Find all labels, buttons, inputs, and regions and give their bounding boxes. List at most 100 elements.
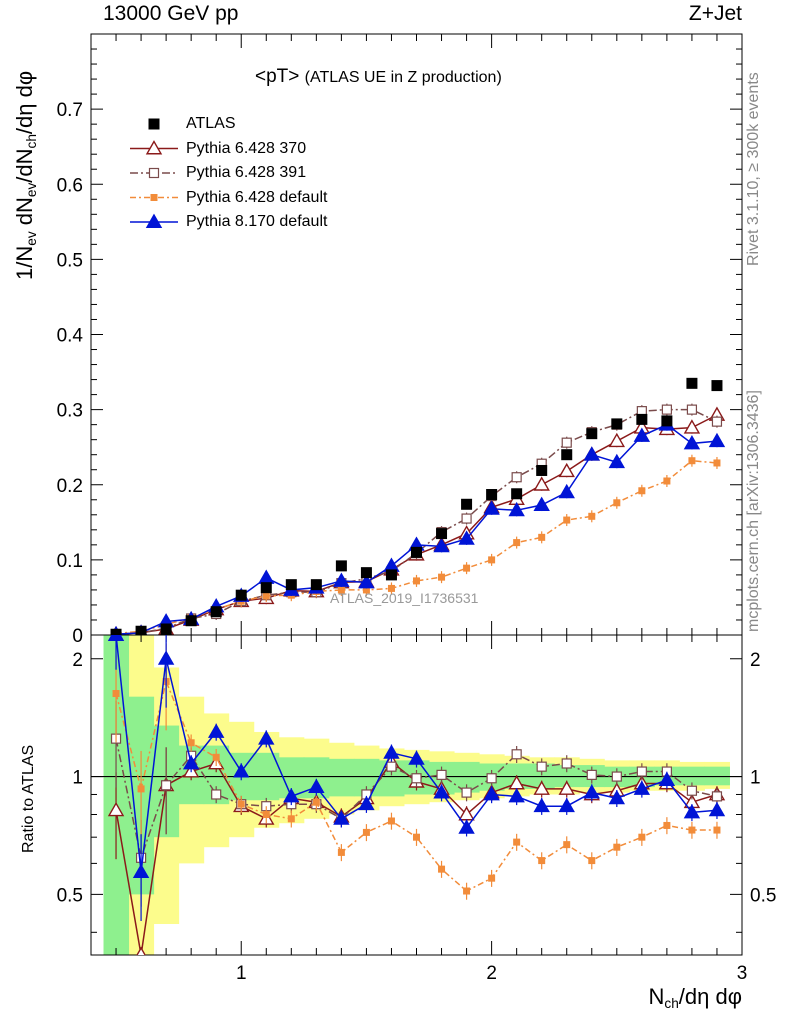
data-point [137, 785, 145, 793]
data-point [458, 530, 475, 545]
data-point [711, 416, 723, 427]
data-point [337, 848, 345, 856]
data-point [308, 778, 325, 794]
data-point [563, 841, 571, 849]
data-point [508, 501, 525, 517]
x-axis-label: Nch/dη dφ [648, 984, 742, 1011]
data-point [688, 457, 696, 465]
header-process-label: Z+Jet [688, 2, 742, 25]
data-point [461, 513, 472, 524]
y-tick-label: 0.4 [57, 326, 84, 347]
data-point [588, 512, 596, 520]
data-point [683, 435, 701, 450]
legend-label: Pythia 8.170 default [186, 213, 328, 231]
y-tick-label: 1 [750, 768, 761, 789]
data-point [563, 516, 571, 524]
data-point [586, 428, 598, 440]
data-point [711, 380, 723, 392]
data-point [335, 560, 347, 572]
data-point [608, 789, 626, 805]
data-point [713, 826, 721, 834]
data-point [561, 437, 572, 448]
x-tick-label: 3 [737, 963, 748, 984]
data-point [262, 592, 270, 600]
data-point [711, 791, 723, 802]
data-point [187, 739, 195, 747]
data-point [611, 418, 623, 430]
data-point [558, 780, 575, 795]
data-point [638, 487, 646, 495]
data-point [358, 574, 375, 589]
data-point [135, 625, 147, 637]
rivet-version-label: Rivet 3.1.10, ≥ 300k events [745, 72, 762, 266]
data-point [633, 780, 651, 795]
data-point [285, 579, 297, 591]
legend-marker [145, 140, 163, 155]
data-point [333, 810, 350, 825]
legend: ATLAS Pythia 6.428 370 Pythia 6.428 391 … [130, 112, 327, 235]
data-point [613, 499, 621, 507]
y-tick-label: 0.5 [750, 885, 776, 906]
data-point [413, 577, 420, 585]
data-point [633, 427, 651, 442]
legend-marker [150, 194, 158, 201]
legend-markers [130, 118, 178, 228]
data-point [436, 769, 447, 780]
main-panel: 0 0.1 0.2 0.3 0.4 0.5 0.6 0.7 [57, 33, 743, 647]
data-point [688, 826, 696, 834]
data-point [558, 483, 575, 499]
y-tick-label: 1 [72, 768, 83, 789]
data-point [132, 863, 150, 879]
data-point [708, 801, 726, 817]
y-tick-label: 0 [72, 626, 83, 647]
data-point [211, 789, 222, 800]
data-point [608, 453, 626, 469]
data-point [235, 589, 247, 601]
data-point [433, 537, 450, 553]
data-point [638, 833, 646, 841]
legend-marker [145, 213, 163, 228]
data-point [488, 556, 496, 564]
data-point [683, 419, 701, 434]
data-point [438, 865, 446, 873]
data-point [513, 838, 521, 846]
series-pythia-8-170-default [107, 416, 726, 641]
data-point [182, 755, 200, 770]
data-point [663, 821, 671, 829]
data-point [112, 690, 120, 698]
legend-label: Pythia 6.428 370 [186, 139, 307, 157]
y-tick-label: 0.6 [57, 175, 83, 196]
data-point [157, 650, 175, 665]
series-atlas [110, 377, 723, 640]
y-tick-label: 2 [72, 650, 83, 671]
data-point [611, 771, 622, 782]
analysis-watermark: ATLAS_2019_I1736531 [330, 590, 479, 606]
data-point [513, 539, 521, 547]
ratio-pythia-8-170-default [107, 635, 726, 922]
data-point [536, 761, 547, 772]
data-point [433, 784, 450, 799]
legend-label: Pythia 6.428 default [186, 188, 328, 206]
data-point [663, 477, 671, 485]
data-point [362, 828, 370, 836]
y-axis-label-ratio: Ratio to ATLAS [20, 744, 37, 853]
legend-item: Pythia 8.170 default [130, 210, 327, 235]
data-point [383, 557, 400, 572]
data-point [107, 635, 125, 641]
data-point [185, 615, 197, 627]
data-point [283, 787, 300, 803]
data-point [533, 496, 550, 511]
data-point [360, 567, 372, 579]
uncertainty-bands [103, 635, 730, 955]
header-energy-label: 13000 GeV pp [103, 2, 239, 25]
legend-item: ATLAS [130, 112, 327, 137]
data-point [233, 763, 250, 778]
plot-title-sub: (ATLAS UE in Z production) [304, 69, 502, 86]
data-point [583, 446, 600, 461]
data-point [110, 628, 122, 640]
data-point [136, 946, 146, 955]
data-point [438, 573, 446, 581]
data-point [312, 798, 320, 806]
data-point [258, 569, 275, 584]
